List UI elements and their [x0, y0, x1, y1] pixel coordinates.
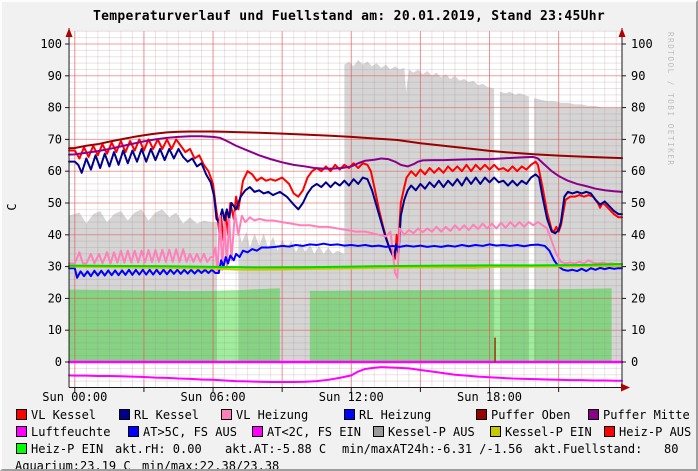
rrdtool-watermark: RRDTOOL / TOBI OETIKER — [666, 32, 675, 167]
y-tick-label-right: 70 — [631, 132, 645, 146]
y-tick-label-left: 50 — [48, 196, 62, 210]
y-tick-label-right: 40 — [631, 228, 645, 242]
y-tick-label-left: 100 — [40, 37, 62, 51]
area-kessel_p_aus_fuellstand — [533, 98, 622, 362]
area-kessel_p_aus_fuellstand — [69, 209, 217, 362]
legend-color-box — [373, 426, 384, 437]
y-tick-label-left: 60 — [48, 164, 62, 178]
legend-item-kessel-p-ein: Kessel-P EIN — [490, 426, 592, 440]
legend-item-heiz-p-aus: Heiz-P AUS — [604, 426, 691, 440]
y-tick-label-right: 90 — [631, 69, 645, 83]
y-tick-label-right: 30 — [631, 260, 645, 274]
y-tick-label-left: 90 — [48, 69, 62, 83]
legend-label: Luftfeuchte — [31, 425, 111, 439]
series-aussentemperatur — [68, 366, 623, 384]
legend-color-box — [128, 426, 139, 437]
legend-label: min/maxAT24h:-6.31 /-1.56 — [342, 442, 523, 456]
x-tick-label: Sun 12:00 — [319, 390, 384, 404]
legend-item-rl-heizung: RL Heizung — [344, 409, 431, 423]
y-tick-label-right: 60 — [631, 164, 645, 178]
y-tick-label-right: 80 — [631, 101, 645, 115]
legend-color-box — [604, 426, 615, 437]
y-tick-label-right: 0 — [631, 355, 638, 369]
area-kessel_p_aus_fuellstand — [344, 59, 495, 363]
legend-label: Kessel-P AUS — [388, 425, 475, 439]
legend-item-heiz-p-ein: Heiz-P EIN — [16, 443, 103, 457]
legend-label: Puffer Oben — [491, 408, 571, 422]
legend-label: VL Kessel — [31, 408, 97, 422]
legend-stat: min/max:22.38/23.38 — [142, 459, 280, 471]
legend-label: AT>5C, FS AUS — [143, 425, 237, 439]
x-tick-label: Sun 06:00 — [181, 390, 246, 404]
chart-title: Temperaturverlauf und Fuellstand am: 20.… — [93, 9, 605, 24]
legend-item-vl-kessel: VL Kessel — [16, 409, 96, 423]
series-kessel_p_ein — [68, 264, 623, 271]
legend-label: VL Heizung — [236, 408, 309, 422]
legend-color-box — [490, 426, 501, 437]
legend-stat: akt.Fuellstand: 80 — [534, 443, 679, 457]
series-heiz_p_ein — [68, 263, 623, 269]
legend-item-vl-heizung: VL Heizung — [221, 409, 308, 423]
legend-item-puffer-mitte: Puffer Mitte — [588, 409, 690, 423]
series-puffer_mitte — [68, 135, 623, 193]
legend-label: Heiz-P EIN — [31, 442, 104, 456]
legend-label: akt.rH: 0.00 — [115, 442, 202, 456]
area-kessel_p_aus_fuellstand — [238, 228, 345, 362]
y-tick-label-left: 10 — [48, 323, 62, 337]
y-tick-label-left: 20 — [48, 291, 62, 305]
y-tick-label-left: 80 — [48, 101, 62, 115]
x-tick-label: Sun 18:00 — [457, 390, 522, 404]
y-tick-label-right: 100 — [631, 37, 653, 51]
area-heiz_p_ein_aquarium — [69, 288, 280, 362]
legend-item-luftfeuchte: Luftfeuchte — [16, 426, 110, 440]
y-tick-label-left: 70 — [48, 132, 62, 146]
legend-stat: akt.AT:-5.88 C — [225, 443, 326, 457]
legend-stat: min/maxAT24h:-6.31 /-1.56 — [342, 443, 523, 457]
area-heiz_p_ein_aquarium — [309, 288, 612, 362]
series-rl_heizung — [68, 242, 623, 279]
legend-color-box — [16, 426, 27, 437]
legend-label: RL Heizung — [359, 408, 432, 422]
legend-color-box — [588, 409, 599, 420]
chart-plot: 0 0 10 10 20 20 30 30 40 40 50 50 60 60 70 70 80 80 90 90 10… — [40, 28, 653, 404]
legend-color-box — [221, 409, 232, 420]
x-axis-arrow — [621, 383, 630, 392]
legend-item-at-2c-fs-ein: AT<2C, FS EIN — [252, 426, 361, 440]
y-tick-label-right: 10 — [631, 323, 645, 337]
legend-label: RL Kessel — [134, 408, 200, 422]
legend-stat: Aquarium:23.19 C — [15, 459, 131, 471]
legend-item-kessel-p-aus: Kessel-P AUS — [373, 426, 475, 440]
y-axis-arrow-right — [618, 28, 626, 37]
legend-stat: akt.rH: 0.00 — [115, 443, 202, 457]
legend-label: min/max:22.38/23.38 — [142, 459, 280, 471]
series-vl_heizung — [68, 211, 623, 279]
legend-color-box — [252, 426, 263, 437]
legend-item-puffer-oben: Puffer Oben — [476, 409, 570, 423]
legend-label: Kessel-P EIN — [505, 425, 592, 439]
y-tick-label-left: 0 — [55, 355, 62, 369]
series-vl_kessel — [68, 138, 623, 260]
legend-color-box — [344, 409, 355, 420]
legend-label: akt.AT:-5.88 C — [225, 442, 327, 456]
legend-item-rl-kessel: RL Kessel — [119, 409, 199, 423]
legend-label: Aquarium:23.19 C — [15, 459, 131, 471]
y-tick-label-right: 50 — [631, 196, 645, 210]
legend-color-box — [16, 443, 27, 454]
y-axis-arrow-left — [65, 28, 73, 37]
legend-item-at-5c-fs-aus: AT>5C, FS AUS — [128, 426, 237, 440]
legend-label: Puffer Mitte — [603, 408, 690, 422]
legend-color-box — [119, 409, 130, 420]
legend-color-box — [476, 409, 487, 420]
y-tick-label-right: 20 — [631, 291, 645, 305]
legend-label: akt.Fuellstand: 80 — [534, 442, 679, 456]
legend-label: Heiz-P AUS — [619, 425, 692, 439]
legend-color-box — [16, 409, 27, 420]
y-tick-label-left: 40 — [48, 228, 62, 242]
x-tick-label: Sun 00:00 — [42, 390, 107, 404]
y-tick-label-left: 30 — [48, 260, 62, 274]
series-puffer_oben — [68, 130, 623, 160]
series-rl_kessel — [68, 147, 623, 259]
legend-label: AT<2C, FS EIN — [267, 425, 361, 439]
